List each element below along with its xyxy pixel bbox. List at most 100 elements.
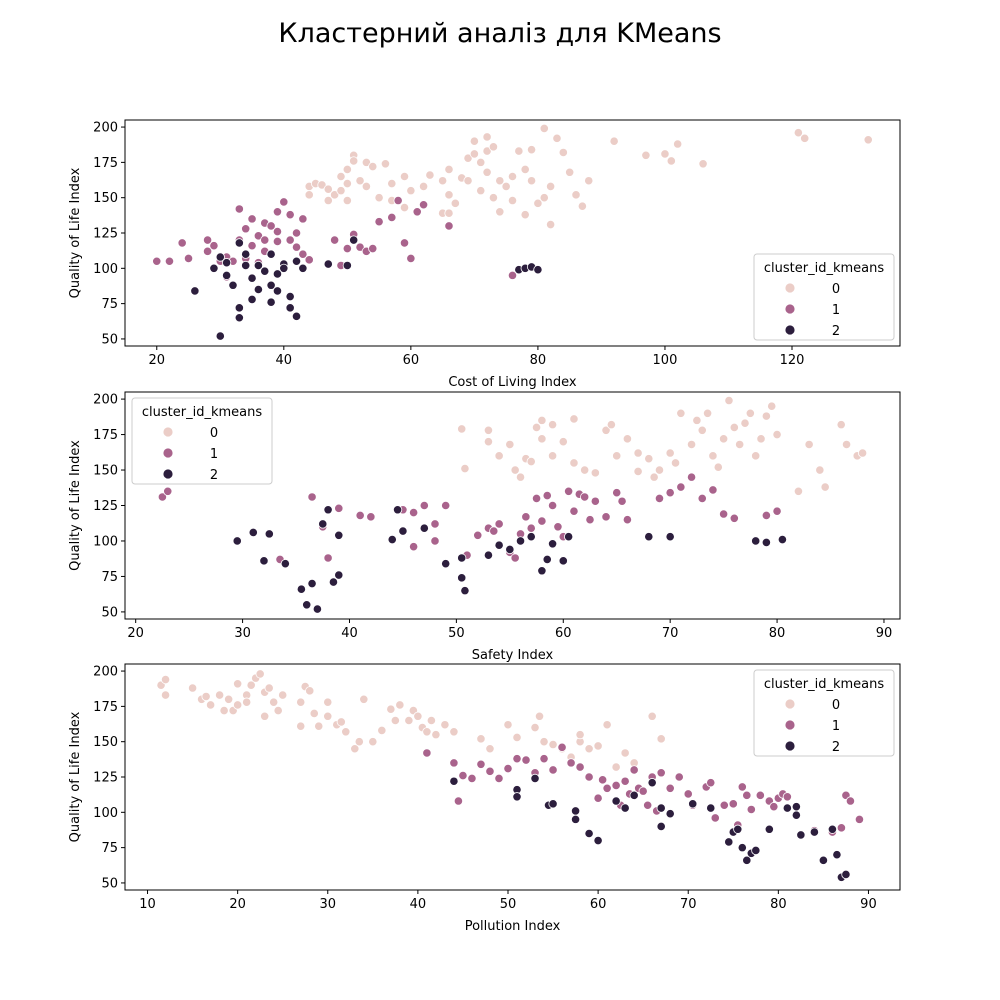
data-point — [767, 401, 777, 411]
data-point — [584, 772, 594, 782]
data-point — [609, 136, 619, 146]
data-point — [526, 532, 536, 542]
data-point — [503, 720, 513, 730]
data-point — [674, 772, 684, 782]
data-point — [710, 813, 720, 823]
data-point — [751, 451, 761, 461]
data-point — [266, 297, 276, 307]
y-axis-label: Quality of Life Index — [68, 440, 83, 571]
data-point — [404, 715, 414, 726]
data-point — [354, 737, 364, 747]
data-point — [266, 249, 276, 259]
data-point — [686, 472, 697, 482]
data-point — [457, 573, 467, 583]
data-point — [733, 824, 743, 834]
data-point — [611, 762, 621, 772]
legend-entry-label: 2 — [832, 740, 840, 755]
data-point — [206, 700, 216, 710]
data-point — [266, 280, 276, 290]
data-point — [483, 425, 494, 435]
data-point — [665, 783, 675, 793]
data-point — [272, 269, 283, 279]
legend: cluster_id_kmeans 0 1 2 — [131, 397, 273, 485]
data-point — [644, 454, 654, 464]
legend-marker — [784, 698, 796, 710]
data-point — [688, 799, 698, 809]
x-tick-label: 20 — [148, 353, 165, 368]
data-point — [740, 418, 750, 428]
data-point — [260, 711, 270, 721]
data-point — [620, 803, 630, 813]
data-point — [482, 132, 492, 142]
data-point — [399, 171, 410, 182]
data-point — [565, 167, 575, 177]
data-point — [450, 198, 460, 208]
data-point — [512, 792, 522, 802]
data-point — [547, 500, 558, 511]
data-point — [531, 422, 542, 433]
y-tick-label: 100 — [93, 806, 118, 821]
data-point — [521, 755, 531, 765]
data-point — [643, 800, 653, 810]
data-point — [247, 241, 257, 251]
y-tick-label: 150 — [93, 464, 118, 479]
x-tick-label: 80 — [769, 626, 786, 641]
series-cluster-1 — [157, 472, 782, 565]
legend-entry-label: 0 — [832, 698, 840, 713]
data-point — [368, 162, 378, 172]
data-point — [647, 711, 657, 721]
data-point — [187, 683, 198, 693]
data-point — [444, 208, 454, 218]
data-point — [505, 439, 515, 450]
legend-marker — [784, 303, 796, 315]
data-point — [756, 434, 766, 444]
data-point — [611, 796, 621, 806]
data-point — [463, 176, 473, 186]
data-point — [644, 532, 654, 542]
data-point — [489, 526, 499, 536]
legend-marker — [162, 447, 174, 459]
data-point — [305, 686, 315, 696]
data-point — [755, 790, 765, 800]
data-point — [692, 415, 702, 425]
data-point — [392, 505, 403, 515]
data-point — [617, 496, 627, 506]
data-point — [670, 458, 681, 468]
data-point — [569, 458, 579, 468]
y-axis-label: Quality of Life Index — [68, 711, 83, 842]
data-point — [782, 792, 792, 802]
data-point — [334, 570, 344, 580]
data-point — [233, 700, 243, 710]
data-point — [473, 530, 483, 540]
data-point — [533, 265, 543, 275]
data-point — [483, 437, 494, 447]
data-point — [494, 540, 504, 550]
x-tick-label: 90 — [860, 897, 877, 912]
data-point — [395, 700, 405, 710]
figure-title: Кластерний аналіз для KMeans — [278, 18, 721, 49]
data-point — [482, 146, 492, 156]
data-point — [546, 181, 556, 191]
legend-box — [753, 669, 895, 757]
data-point — [247, 294, 257, 304]
data-point — [737, 843, 747, 853]
series-cluster-1 — [152, 195, 518, 282]
data-point — [430, 536, 440, 546]
data-point — [654, 465, 665, 475]
data-point — [425, 170, 435, 180]
data-point — [660, 149, 670, 159]
data-point — [285, 210, 295, 220]
series-cluster-1 — [422, 742, 865, 837]
y-tick-label: 150 — [93, 735, 118, 750]
data-point — [791, 802, 801, 812]
data-point — [412, 207, 422, 217]
data-point — [724, 395, 734, 406]
data-point — [190, 286, 200, 296]
data-point — [526, 456, 536, 467]
data-point — [328, 577, 339, 587]
data-point — [349, 235, 359, 245]
data-point — [542, 490, 552, 501]
data-point — [260, 266, 270, 276]
data-point — [569, 506, 579, 516]
